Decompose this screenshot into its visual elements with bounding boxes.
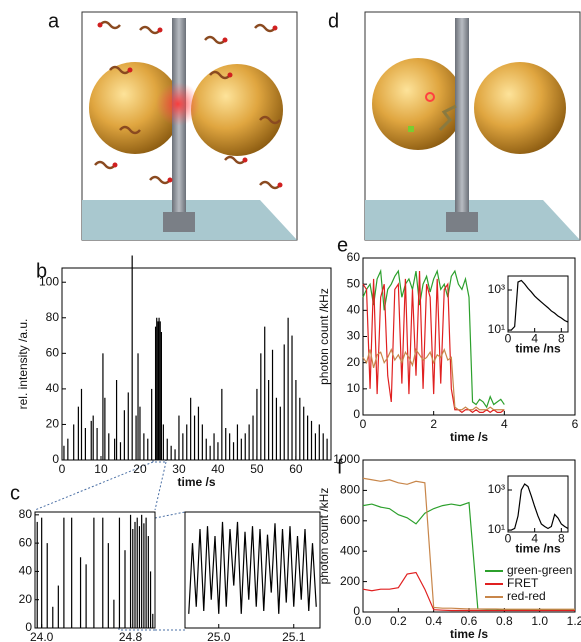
y-tick-label: 20 xyxy=(46,417,60,431)
x-tick-label: 25.1 xyxy=(282,630,306,642)
x-tick-label: 24.8 xyxy=(119,630,143,642)
series-line xyxy=(362,271,505,414)
x-tick-label: 20 xyxy=(133,462,147,476)
y-tick-label: 40 xyxy=(46,381,60,395)
chart: 0 4 8 10¹ 10³ time /ns xyxy=(488,475,569,555)
y-tick-label: 10³ xyxy=(488,482,505,496)
panel-label: f xyxy=(337,456,343,478)
y-tick-label: 40 xyxy=(347,303,361,317)
series-line xyxy=(362,477,575,610)
series-line xyxy=(362,347,505,411)
x-axis-label: time /s xyxy=(450,627,488,641)
y-tick-label: 10¹ xyxy=(488,522,505,536)
illustration-a xyxy=(81,11,298,241)
panel-label: c xyxy=(10,482,20,504)
x-axis-label: time /ns xyxy=(515,341,561,355)
x-axis-label: time /s xyxy=(177,475,215,489)
series-line xyxy=(508,483,569,531)
x-tick-label: 8 xyxy=(558,331,565,345)
y-tick-label: 200 xyxy=(340,574,360,588)
x-tick-label: 0.8 xyxy=(496,614,513,628)
y-tick-label: 10¹ xyxy=(488,322,505,336)
x-axis-label: time /ns xyxy=(515,541,561,555)
plot-frame xyxy=(61,267,332,461)
y-tick-label: 0 xyxy=(52,452,59,466)
y-tick-label: 50 xyxy=(347,276,361,290)
panel-label: b xyxy=(36,260,47,282)
chart: 24.024.8020406080time /s xyxy=(19,507,156,642)
chart: 0.0 0.2 0.4 0.6 0.8 1.0 1.2 0 200 400 600 800 1000 ti… xyxy=(317,452,581,641)
x-tick-label: 40 xyxy=(211,462,225,476)
x-tick-label: 60 xyxy=(289,462,303,476)
y-tick-label: 60 xyxy=(19,535,33,549)
y-tick-label: 80 xyxy=(19,507,33,521)
panel-label: a xyxy=(48,10,60,32)
plot-frame xyxy=(507,275,569,333)
y-tick-label: 1000 xyxy=(333,452,360,466)
x-tick-label: 4 xyxy=(531,331,538,345)
x-tick-label: 4 xyxy=(531,531,538,545)
series-line xyxy=(362,571,575,612)
x-tick-label: 1.2 xyxy=(567,614,581,628)
y-tick-label: 800 xyxy=(340,483,360,497)
y-tick-label: 0 xyxy=(353,407,360,421)
series-line xyxy=(188,521,317,614)
y-tick-label: 60 xyxy=(347,250,361,264)
y-tick-label: 80 xyxy=(46,310,60,324)
legend-label: FRET xyxy=(507,576,539,590)
x-tick-label: 1.0 xyxy=(531,614,548,628)
y-tick-label: 0 xyxy=(353,604,360,618)
y-tick-label: 40 xyxy=(19,564,33,578)
x-tick-label: 30 xyxy=(172,462,186,476)
y-tick-label: 100 xyxy=(39,274,59,288)
x-tick-label: 0.2 xyxy=(390,614,407,628)
panel-label: e xyxy=(337,234,348,256)
y-tick-label: 0 xyxy=(25,620,32,634)
y-tick-label: 30 xyxy=(347,329,361,343)
x-axis-label: time /s xyxy=(450,430,488,444)
y-axis-label: photon count /kHz xyxy=(317,488,331,585)
x-tick-label: 4 xyxy=(501,417,508,431)
panel-label: d xyxy=(328,10,339,32)
y-axis-label: rel. intensity /a.u. xyxy=(16,319,30,410)
x-tick-label: 25.0 xyxy=(207,630,231,642)
illustration-d xyxy=(364,11,581,241)
series-line xyxy=(508,279,569,331)
y-tick-label: 60 xyxy=(46,346,60,360)
y-tick-label: 600 xyxy=(340,513,360,527)
y-tick-label: 20 xyxy=(19,592,33,606)
x-tick-label: 0 xyxy=(505,531,512,545)
y-tick-label: 10³ xyxy=(488,282,505,296)
x-tick-label: 8 xyxy=(558,531,565,545)
x-tick-label: 0 xyxy=(360,417,367,431)
x-tick-label: 0 xyxy=(59,462,66,476)
chart: 0 4 8 10¹ 10³ time /ns xyxy=(488,275,569,355)
x-tick-label: 0.0 xyxy=(355,614,372,628)
x-tick-label: 6 xyxy=(572,417,579,431)
x-tick-label: 2 xyxy=(430,417,437,431)
plot-frame xyxy=(507,475,569,533)
y-tick-label: 10 xyxy=(347,381,361,395)
x-tick-label: 50 xyxy=(250,462,264,476)
series-line xyxy=(362,268,505,409)
x-tick-label: 0.4 xyxy=(425,614,442,628)
x-tick-label: 0 xyxy=(505,331,512,345)
y-tick-label: 400 xyxy=(340,543,360,557)
legend-label: red-red xyxy=(507,589,546,603)
x-tick-label: 0.6 xyxy=(461,614,478,628)
legend-label: green-green xyxy=(507,563,572,577)
chart: 0 10 20 30 40 50 60 0 20 40 60 80 100 time /s rel. int… xyxy=(16,255,332,489)
panel-labels: a b c d e f xyxy=(10,10,348,504)
chart: 25.025.1time /s xyxy=(184,511,321,642)
x-tick-label: 10 xyxy=(94,462,108,476)
y-tick-label: 20 xyxy=(347,355,361,369)
y-axis-label: photon count /kHz xyxy=(317,288,331,385)
x-tick-label: 24.0 xyxy=(30,630,54,642)
